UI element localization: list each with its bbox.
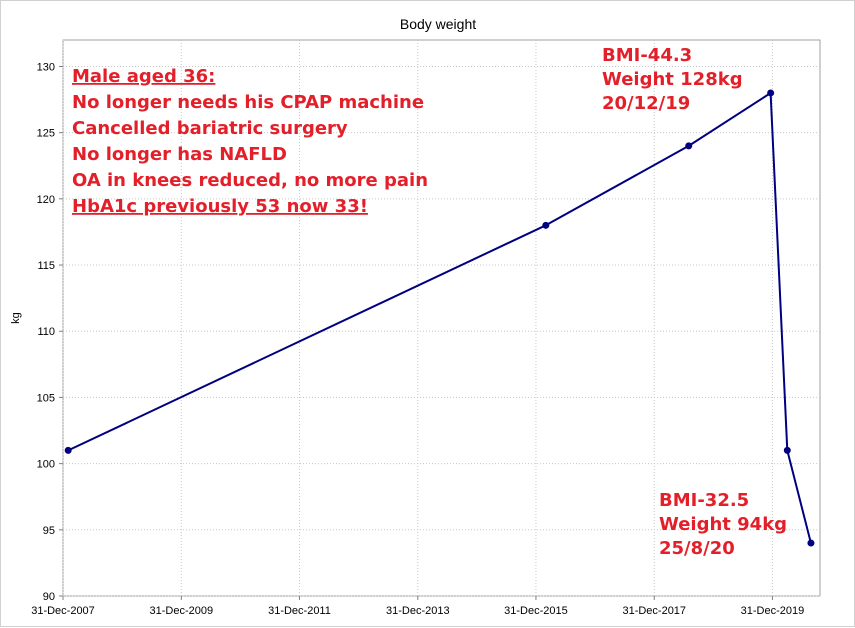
x-tick-label: 31-Dec-2013	[386, 605, 450, 617]
annotation-note-line: No longer has NAFLD	[72, 144, 287, 165]
y-tick-label: 95	[43, 525, 55, 537]
y-tick-label: 100	[37, 459, 55, 471]
data-point	[807, 539, 815, 547]
annotation-note-line: Male aged 36:	[72, 66, 215, 87]
annotation-peak-line: Weight 128kg	[602, 69, 743, 90]
x-tick-label: 31-Dec-2019	[741, 605, 805, 617]
y-tick-label: 110	[37, 326, 55, 338]
chart-title: Body weight	[400, 16, 476, 32]
x-tick-label: 31-Dec-2007	[31, 605, 95, 617]
series-line	[67, 92, 812, 544]
annotation-end-line: 25/8/20	[659, 538, 735, 559]
grid-lines	[62, 40, 820, 597]
y-tick-label: 125	[37, 128, 55, 140]
annotation-note-line: HbA1c previously 53 now 33!	[72, 196, 368, 217]
data-point	[64, 446, 72, 454]
series-layer	[64, 89, 815, 547]
x-tick-label: 31-Dec-2011	[268, 605, 331, 617]
data-point	[685, 142, 693, 150]
annotation-note-line: No longer needs his CPAP machine	[72, 92, 424, 113]
data-point	[542, 221, 550, 229]
y-tick-label: 105	[37, 392, 55, 404]
y-tick-label: 90	[43, 591, 55, 603]
annotation-peak-line: 20/12/19	[602, 93, 690, 114]
annotation-end-line: Weight 94kg	[659, 514, 787, 535]
annotation-note-line: Cancelled bariatric surgery	[72, 118, 348, 139]
data-point	[767, 89, 775, 97]
y-axis-label: kg	[10, 312, 22, 324]
axes: 90 95 100 105 110 115 120 125 130 31-Dec-2007 31-D…	[31, 61, 804, 617]
y-tick-label: 130	[37, 61, 55, 73]
y-tick-label: 120	[37, 194, 55, 206]
annotation-note-line: OA in knees reduced, no more pain	[72, 170, 428, 191]
annotations: Male aged 36: No longer needs his CPAP ma…	[72, 45, 787, 559]
y-tick-label: 115	[37, 260, 55, 272]
annotation-peak-line: BMI-44.3	[602, 45, 692, 66]
x-tick-label: 31-Dec-2017	[622, 605, 686, 617]
x-tick-label: 31-Dec-2009	[150, 605, 214, 617]
x-tick-label: 31-Dec-2015	[504, 605, 568, 617]
data-point	[783, 446, 791, 454]
annotation-end-line: BMI-32.5	[659, 490, 749, 511]
